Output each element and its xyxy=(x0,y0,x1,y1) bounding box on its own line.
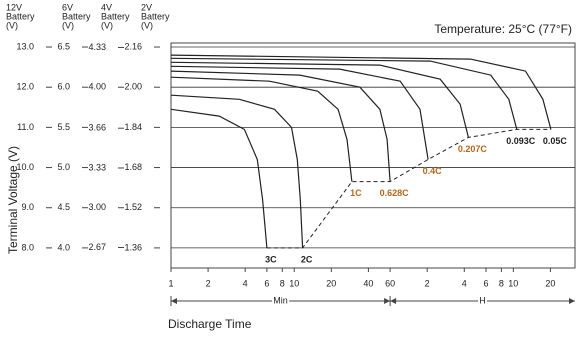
x-tick-label: 20 xyxy=(545,278,555,288)
discharge-curve xyxy=(170,76,353,182)
y-axis-header: 4V xyxy=(101,2,112,12)
discharge-curve xyxy=(170,65,429,160)
y-tick-label: 1.36 xyxy=(124,242,142,252)
y-tick-label: 4.5 xyxy=(57,202,70,212)
y-tick-label: 2.16 xyxy=(124,41,142,51)
y-axis-header: (V) xyxy=(6,20,18,30)
x-tick-label: 4 xyxy=(462,278,467,288)
y-axis-header: Battery xyxy=(6,11,35,21)
y-tick-label: 11.0 xyxy=(17,122,34,132)
discharge-curve xyxy=(170,54,552,130)
y-tick-label: 4.00 xyxy=(88,82,106,92)
curve-label: 1C xyxy=(350,188,362,198)
y-tick-label: 5.5 xyxy=(57,122,70,132)
x-tick-label: 2 xyxy=(425,278,430,288)
x-tick-label: 8 xyxy=(280,278,285,288)
discharge-curve xyxy=(170,57,518,130)
y-tick-label: 10.0 xyxy=(16,162,34,172)
x-tick-label: 8 xyxy=(499,278,504,288)
y-tick-label: 1.68 xyxy=(124,162,142,172)
cutoff-line xyxy=(266,128,551,249)
curve-label: 0.207C xyxy=(458,144,488,154)
y-tick-label: 3.00 xyxy=(88,202,106,212)
group-label: Min xyxy=(273,295,288,305)
y-tick-label: 5.0 xyxy=(57,162,70,172)
y-axis-header: (V) xyxy=(101,20,113,30)
plot-frame xyxy=(170,42,576,269)
y-tick-label: 1.84 xyxy=(124,122,142,132)
x-tick-label: 2 xyxy=(206,278,211,288)
x-axis-title: Discharge Time xyxy=(168,317,252,331)
y-tick-label: 4.0 xyxy=(57,242,70,252)
y-axis-header: Battery xyxy=(62,11,91,21)
y-axis-header: 12V xyxy=(6,2,22,12)
y-tick-label: 2.67 xyxy=(88,242,106,252)
y-tick-label: 1.52 xyxy=(124,202,142,212)
discharge-curve xyxy=(170,94,304,248)
x-tick-label: 10 xyxy=(508,278,518,288)
y-tick-label: 6.0 xyxy=(57,82,70,92)
x-tick-label: 1 xyxy=(168,278,173,288)
y-axis-header: Battery xyxy=(101,11,130,21)
y-tick-label: 4.33 xyxy=(88,42,106,52)
curve-label: 0.4C xyxy=(423,166,443,176)
x-tick-label: 20 xyxy=(326,278,336,288)
y-axis-header: Battery xyxy=(141,11,170,21)
y-tick-label: 9.0 xyxy=(21,202,34,212)
x-tick-label: 60 xyxy=(385,278,395,288)
y-axis-header: (V) xyxy=(141,20,153,30)
curve-label: 3C xyxy=(265,254,277,264)
x-tick-label: 40 xyxy=(363,278,373,288)
x-tick-label: 4 xyxy=(243,278,248,288)
discharge-curve xyxy=(170,61,469,138)
annotation: Temperature: 25°C (77°F) xyxy=(434,22,572,36)
y-axis-header: 6V xyxy=(62,2,73,12)
y-tick-label: 13.0 xyxy=(16,41,34,51)
y-axis-header: 2V xyxy=(141,2,152,12)
x-tick-label: 6 xyxy=(483,278,488,288)
y-tick-label: 12.0 xyxy=(16,82,34,92)
curve-label: 2C xyxy=(301,254,313,264)
y-tick-label: 6.5 xyxy=(57,41,70,51)
discharge-curve xyxy=(170,70,391,182)
curve-label: 0.05C xyxy=(543,136,568,146)
discharge-curve xyxy=(170,108,268,248)
y-tick-label: 8.0 xyxy=(21,242,34,252)
curve-label: 0.093C xyxy=(506,136,536,146)
curve-label: 0.628C xyxy=(380,188,410,198)
group-label: H xyxy=(479,295,486,305)
y-axis-title: Terminal Voltage (V) xyxy=(6,146,20,254)
y-tick-label: 2.00 xyxy=(124,82,142,92)
x-tick-label: 10 xyxy=(289,278,299,288)
x-tick-label: 6 xyxy=(264,278,269,288)
y-tick-label: 3.66 xyxy=(88,123,106,133)
y-axis-header: (V) xyxy=(62,20,74,30)
y-tick-label: 3.33 xyxy=(88,162,106,172)
